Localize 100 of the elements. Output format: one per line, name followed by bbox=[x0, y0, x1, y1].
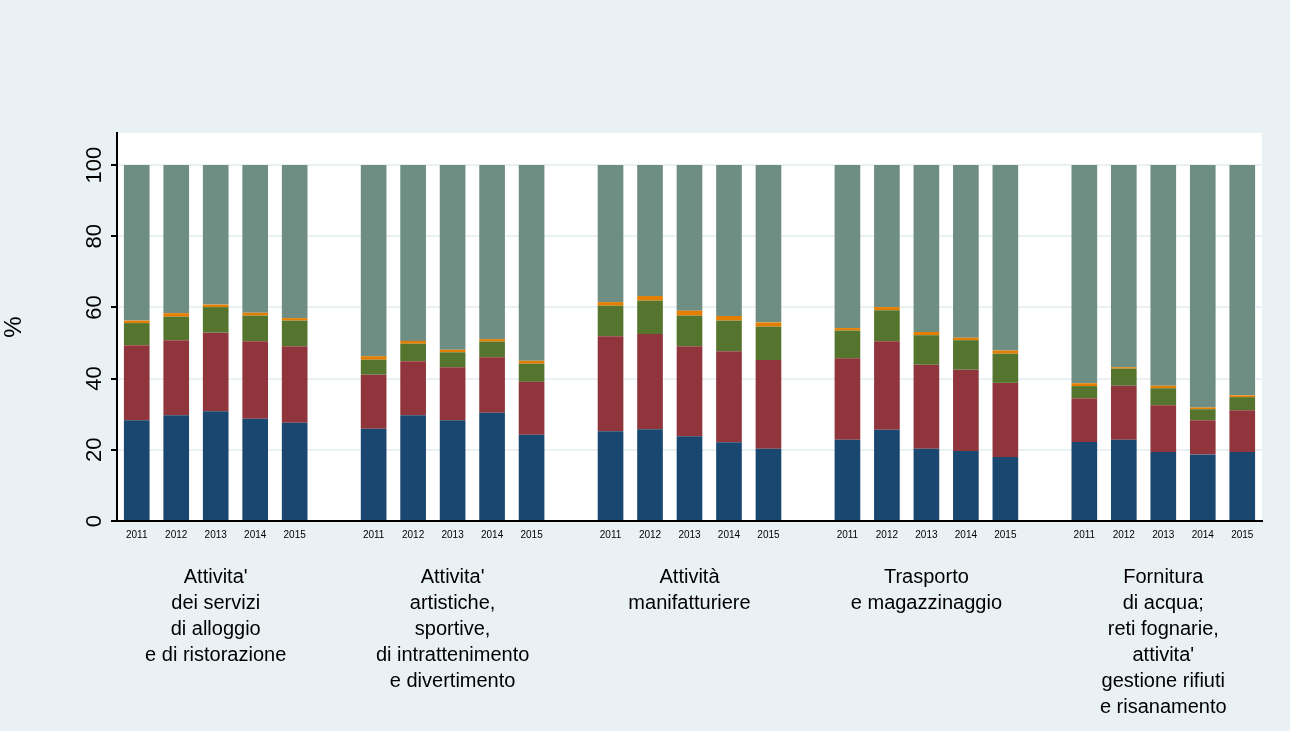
bar bbox=[716, 315, 742, 321]
bar bbox=[281, 320, 308, 347]
bar bbox=[479, 341, 505, 358]
bar bbox=[913, 165, 940, 332]
bar bbox=[479, 357, 505, 413]
bar bbox=[1229, 451, 1256, 520]
bar bbox=[1110, 165, 1137, 368]
bar bbox=[202, 165, 229, 305]
bar bbox=[281, 346, 308, 423]
bar bbox=[163, 340, 190, 416]
bar bbox=[400, 165, 426, 341]
bar bbox=[834, 328, 861, 331]
bar bbox=[597, 305, 624, 337]
x-tick-label: 2011 bbox=[125, 528, 148, 540]
bar bbox=[518, 381, 545, 435]
bar bbox=[1189, 165, 1216, 408]
bar bbox=[518, 434, 545, 520]
bar bbox=[874, 307, 900, 311]
bar bbox=[953, 450, 979, 520]
bar bbox=[360, 165, 387, 357]
x-tick-label: 2015 bbox=[757, 528, 781, 540]
bar bbox=[637, 300, 663, 335]
bar bbox=[716, 320, 742, 352]
x-tick-label: 2012 bbox=[402, 528, 425, 540]
bar bbox=[953, 369, 979, 451]
bar bbox=[439, 367, 466, 421]
bar bbox=[676, 315, 703, 347]
bar bbox=[597, 431, 624, 520]
x-tick-label: 2013 bbox=[1152, 528, 1175, 540]
x-tick-label: 2013 bbox=[915, 528, 938, 540]
bar bbox=[597, 302, 624, 306]
bar bbox=[834, 358, 861, 440]
bar bbox=[953, 340, 979, 370]
text: Trasporto e magazzinaggio bbox=[850, 564, 1003, 613]
bar bbox=[1110, 439, 1137, 520]
bar bbox=[163, 313, 190, 317]
bar bbox=[400, 343, 426, 362]
x-tick-label: 2012 bbox=[1112, 528, 1136, 540]
bar bbox=[1189, 454, 1216, 520]
bar bbox=[1150, 451, 1177, 520]
bar bbox=[242, 312, 269, 316]
x-tick-label: 2015 bbox=[1231, 528, 1254, 540]
bar bbox=[874, 429, 900, 520]
bar bbox=[637, 429, 663, 520]
bar bbox=[637, 334, 663, 430]
bar bbox=[123, 165, 150, 321]
bar bbox=[1110, 368, 1137, 386]
x-tick-label: 2011 bbox=[1073, 528, 1096, 540]
text: Attivita' dei servizi di alloggio e di ristorazione bbox=[145, 564, 287, 665]
bar bbox=[834, 165, 861, 329]
text: Attività manifatturiere bbox=[628, 564, 751, 613]
y-tick-label: 80 bbox=[81, 223, 107, 249]
bar bbox=[676, 436, 703, 520]
y-tick-label: 60 bbox=[81, 295, 107, 320]
bar bbox=[163, 316, 190, 341]
bar bbox=[1189, 420, 1216, 455]
bar bbox=[874, 310, 900, 342]
bar bbox=[1071, 383, 1098, 387]
bar bbox=[597, 336, 624, 432]
x-tick-label: 2014 bbox=[480, 528, 504, 540]
bar bbox=[518, 363, 545, 382]
bar bbox=[1071, 441, 1098, 520]
bar bbox=[834, 439, 861, 520]
bar bbox=[1150, 165, 1177, 386]
bar bbox=[360, 428, 387, 520]
bar bbox=[716, 165, 742, 316]
bar bbox=[913, 335, 940, 365]
bar bbox=[992, 456, 1019, 520]
bar bbox=[755, 326, 782, 361]
bar bbox=[1229, 165, 1256, 396]
bar bbox=[874, 165, 900, 308]
bar bbox=[281, 318, 308, 321]
bar bbox=[242, 418, 269, 520]
y-tick-label: 0 bbox=[81, 514, 107, 528]
x-tick-label: 2011 bbox=[836, 528, 859, 540]
bar bbox=[123, 345, 150, 421]
x-tick-label: 2013 bbox=[678, 528, 702, 540]
x-tick-label: 2012 bbox=[638, 528, 662, 540]
bar bbox=[281, 165, 308, 319]
bar bbox=[400, 361, 426, 416]
bar bbox=[1189, 409, 1216, 421]
bar bbox=[281, 422, 308, 520]
y-axis-title: % bbox=[0, 316, 27, 338]
bar bbox=[1071, 165, 1098, 384]
bar bbox=[992, 353, 1019, 383]
x-tick-label: 2011 bbox=[362, 528, 385, 540]
y-tick-label: 100 bbox=[81, 146, 107, 184]
x-tick-label: 2012 bbox=[165, 528, 188, 540]
bar bbox=[163, 165, 190, 314]
bar bbox=[992, 382, 1019, 457]
bar bbox=[1229, 410, 1256, 452]
bar bbox=[874, 341, 900, 430]
bar bbox=[716, 351, 742, 443]
bar bbox=[676, 310, 703, 316]
x-tick-label: 2015 bbox=[283, 528, 307, 540]
bar bbox=[242, 341, 269, 419]
x-tick-label: 2015 bbox=[520, 528, 544, 540]
bar bbox=[479, 412, 505, 520]
bar bbox=[1071, 398, 1098, 442]
bar bbox=[834, 330, 861, 359]
